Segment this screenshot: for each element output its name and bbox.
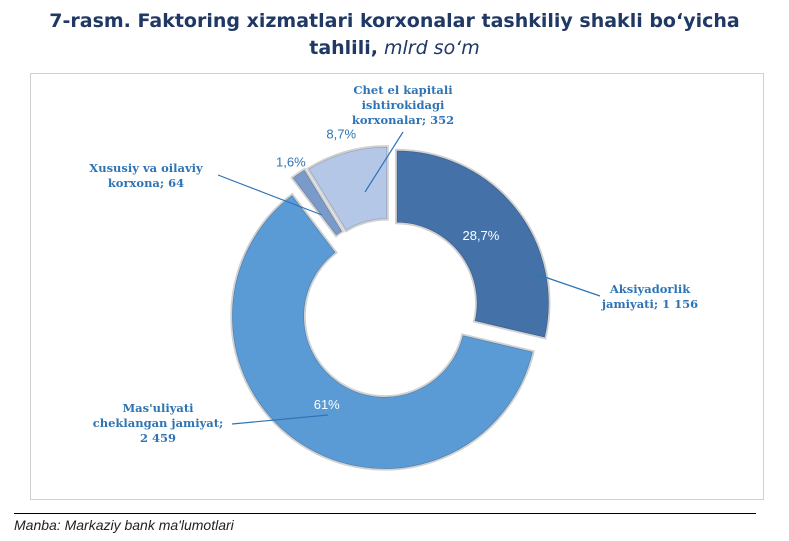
slice-rim-chetel [306, 145, 389, 233]
slice-rim-xususiy [290, 167, 345, 238]
category-label-masuliyati: Mas'uliyati cheklangan jamiyat; 2 459 [93, 401, 224, 445]
percent-label-aksiya: 28,7% [462, 228, 499, 243]
source-divider [14, 513, 756, 514]
slice-rim-masuliyati [230, 192, 535, 471]
percent-label-masuliyati: 61% [314, 397, 340, 412]
slice-masuliyati [230, 193, 535, 470]
percent-label-xususiy: 1,6% [276, 155, 306, 170]
chart-title-unit: mlrd soʻm [383, 37, 480, 59]
category-label-chetel: Chet el kapitali ishtirokidagi korxonalar;… [352, 83, 454, 127]
chart-title: 7-rasm. Faktoring xizmatlari korxonalar … [0, 8, 789, 62]
chart-title-line1: 7-rasm. Faktoring xizmatlari korxonalar … [49, 10, 740, 32]
slice-chetel [306, 145, 389, 232]
percent-label-chetel: 8,7% [326, 127, 356, 142]
category-label-xususiy: Xususiy va oilaviy korxona; 64 [89, 161, 203, 190]
chart-title-line2: tahlili, mlrd soʻm [0, 35, 789, 62]
leader-line-masuliyati [231, 414, 329, 425]
slice-rim-aksiya [395, 148, 551, 340]
category-label-aksiya: Aksiyadorlik jamiyati; 1 156 [601, 282, 698, 311]
source-note: Manba: Markaziy bank ma'lumotlari [14, 517, 234, 533]
slice-xususiy [291, 168, 344, 237]
leader-line-aksiya [535, 273, 601, 297]
leader-line-xususiy [217, 174, 323, 216]
chart-title-line2-bold: tahlili, [309, 37, 378, 59]
leader-line-chetel [364, 131, 404, 193]
slice-aksiya [395, 149, 550, 339]
